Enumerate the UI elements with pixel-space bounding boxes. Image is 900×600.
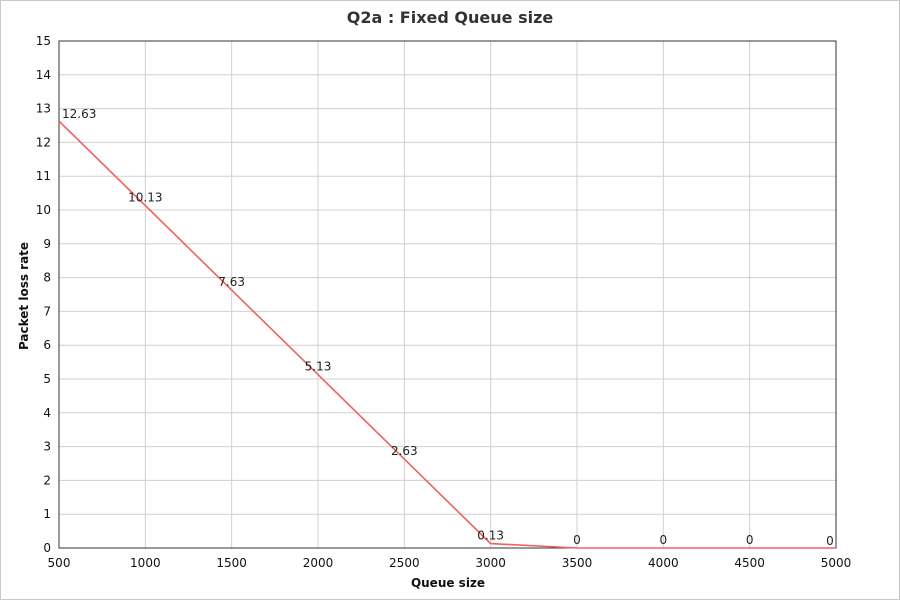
y-tick-label: 4 — [43, 406, 51, 420]
y-tick-label: 14 — [36, 68, 51, 82]
gridlines — [58, 40, 837, 549]
data-label: 2.63 — [391, 444, 418, 458]
x-tick-label: 4000 — [648, 556, 679, 570]
y-tick-label: 10 — [36, 203, 51, 217]
chart-title: Q2a : Fixed Queue size — [347, 8, 554, 27]
y-tick-label: 0 — [43, 541, 51, 555]
data-label: 7.63 — [218, 275, 245, 289]
x-tick-label: 1000 — [130, 556, 161, 570]
x-axis-label: Queue size — [411, 576, 485, 590]
y-tick-label: 13 — [36, 102, 51, 116]
plot-area: 12.63 10.13 7.63 5.13 2.63 0.13 0 0 0 0 — [58, 107, 836, 549]
x-tick-label: 3500 — [562, 556, 593, 570]
data-label: 0 — [573, 533, 581, 547]
y-tick-label: 15 — [36, 34, 51, 48]
y-tick-label: 11 — [36, 169, 51, 183]
x-tick-label: 1500 — [216, 556, 247, 570]
x-tick-label: 4500 — [734, 556, 765, 570]
data-label: 12.63 — [62, 107, 96, 121]
y-tick-label: 2 — [43, 473, 51, 487]
y-tick-label: 1 — [43, 507, 51, 521]
y-tick-label: 9 — [43, 237, 51, 251]
x-tick-label: 2000 — [303, 556, 334, 570]
x-tick-label: 2500 — [389, 556, 420, 570]
y-tick-label: 3 — [43, 440, 51, 454]
y-tick-label: 6 — [43, 338, 51, 352]
y-tick-label: 5 — [43, 372, 51, 386]
y-tick-label: 12 — [36, 135, 51, 149]
x-tick-label: 5000 — [821, 556, 852, 570]
data-label: 5.13 — [305, 360, 332, 374]
data-label: 0 — [660, 533, 668, 547]
series-line — [58, 120, 836, 549]
plot-border — [58, 40, 837, 549]
data-label: 0.13 — [477, 529, 504, 543]
y-axis-label: Packet loss rate — [17, 242, 31, 350]
data-label: 0 — [826, 534, 834, 548]
data-label: 10.13 — [128, 191, 162, 205]
y-tick-label: 8 — [43, 271, 51, 285]
x-axis-ticks: 500 1000 1500 2000 2500 3000 3500 4000 4500 5000 — [48, 556, 852, 570]
x-tick-label: 500 — [48, 556, 71, 570]
data-label: 0 — [746, 533, 754, 547]
y-tick-label: 7 — [43, 304, 51, 318]
x-tick-label: 3000 — [475, 556, 506, 570]
